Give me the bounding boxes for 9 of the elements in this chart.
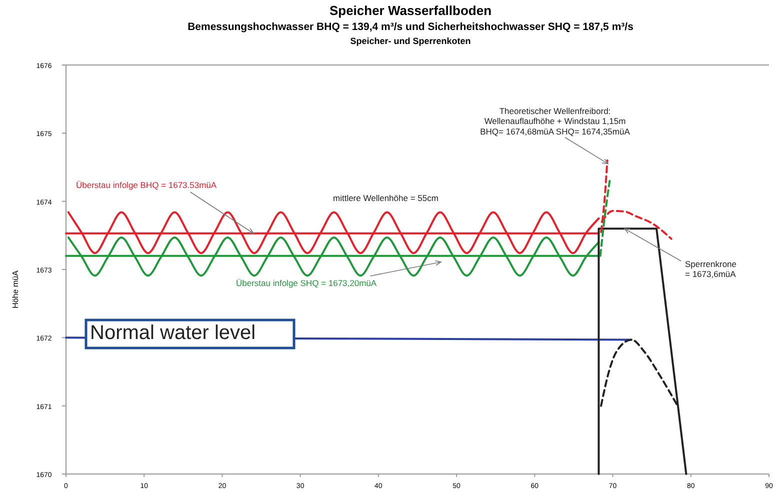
annotation: Sperrenkrone = 1673,6müA [685,259,737,280]
annotation: mittlere Wellenhöhe = 55cm [333,193,438,203]
chart-subtitle: Bemessungshochwasser BHQ = 139,4 m³/s und Sicherheitshochwasser SHQ = 187,5 m³/s Speicher- und Sperrenkoten [188,21,634,46]
chart-title: Speicher Wasserfallboden [329,3,492,18]
annotation: Überstau infolge SHQ = 1673,20müA [236,278,377,288]
annotation: Theoretischer Wellenfreibord: Wellenauflaufhöhe + Windstau 1,15m BHQ= 1674,68müA SHQ= 1674,35müA [480,106,630,136]
y-axis-title: Höhe müA [11,270,20,308]
annotation: Überstau infolge BHQ = 1673.53müA [76,180,217,190]
annotation: Normal water level [90,322,256,344]
